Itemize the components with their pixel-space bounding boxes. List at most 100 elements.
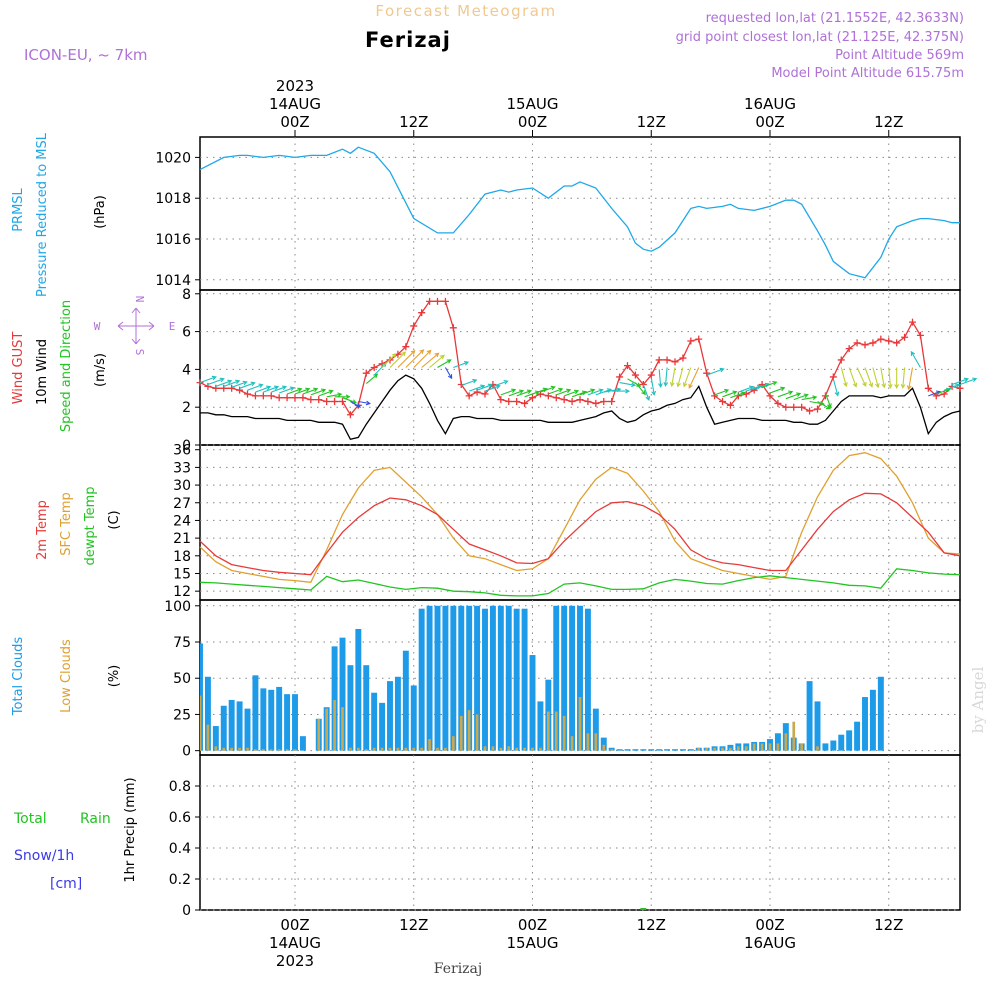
low-cloud-bar (515, 747, 519, 751)
model-altitude: Model Point Altitude 615.75m (771, 66, 964, 81)
total-cloud-bar (268, 689, 275, 751)
low-cloud-bar (325, 708, 329, 751)
total-cloud-bar (584, 608, 591, 751)
total-cloud-bar (489, 605, 496, 751)
wind-arrow (500, 388, 517, 396)
y-tick-label: 27 (173, 496, 191, 512)
gust-marker (426, 297, 434, 305)
gust-marker (418, 309, 426, 317)
wind-arrow (769, 386, 786, 394)
y-tick-label: 12 (173, 584, 191, 600)
footer-location: Ferizaj (434, 961, 482, 977)
low-clouds-label: Low Clouds (59, 639, 74, 713)
top-time-label: 00Z (280, 113, 309, 131)
compass-east: E (169, 320, 176, 333)
low-cloud-bar (602, 744, 606, 751)
wind-series (196, 297, 978, 441)
wind-arrow (761, 380, 778, 388)
y-tick-label: 0.2 (169, 872, 191, 888)
y-tick-label: 6 (182, 325, 191, 341)
point-altitude: Point Altitude 569m (835, 48, 964, 63)
dewpt-label: dewpt Temp (83, 486, 98, 565)
bottom-time-label: 14AUG (269, 934, 321, 952)
wind-arrow (785, 392, 802, 400)
total-cloud-bar (299, 736, 306, 751)
low-cloud-bar (372, 747, 376, 751)
total-cloud-bar (284, 694, 291, 751)
y-tick-label: 30 (173, 478, 191, 494)
total-cloud-bar (616, 749, 623, 751)
total-cloud-bar (418, 608, 425, 751)
y-tick-label: 4 (182, 362, 191, 378)
gust-marker (647, 371, 655, 379)
grid-point-coords: grid point closest lon,lat (21.125E, 42.… (676, 30, 964, 45)
bottom-time-label: 2023 (276, 952, 314, 970)
total-cloud-bar (862, 697, 868, 751)
low-cloud-bar (364, 749, 368, 751)
gust-marker (592, 399, 600, 407)
low-cloud-bar (562, 715, 566, 751)
wind-arrow (944, 383, 961, 391)
gust-marker (901, 333, 909, 341)
bottom-time-label: 00Z (755, 916, 784, 934)
wind-arrow (793, 393, 809, 401)
low-cloud-bar (277, 749, 281, 751)
low-cloud-bar (594, 733, 598, 751)
wind-arrow (413, 349, 432, 368)
gust-marker (655, 356, 663, 364)
wind-arrow (255, 385, 272, 393)
wind-arrow (676, 367, 684, 388)
y-tick-label: 0.4 (169, 841, 191, 857)
gust-marker (782, 403, 790, 411)
wind-arrow (516, 389, 532, 397)
wind-arrow (461, 378, 478, 387)
low-cloud-bar (396, 747, 400, 751)
total-cloud-bar (276, 686, 283, 751)
wind-arrow (887, 367, 893, 389)
cloud-series (200, 605, 884, 751)
y-tick-label: 100 (164, 599, 191, 615)
wind-arrow (239, 381, 256, 389)
gust-marker (814, 405, 821, 413)
gust-marker (790, 403, 798, 411)
total-cloud-bar (687, 749, 694, 751)
wind-arrow (492, 379, 509, 387)
wind-arrow (263, 385, 280, 393)
low-cloud-bar (554, 711, 558, 751)
wind-arrow (817, 401, 832, 410)
requested-coords: requested lon,lat (21.1552E, 42.3633N) (706, 11, 964, 26)
prmsl-label: PRMSL (11, 187, 26, 231)
clouds-unit: (%) (107, 665, 122, 688)
gust-marker (774, 399, 782, 407)
gust-marker (877, 335, 885, 343)
low-cloud-bar (222, 747, 226, 751)
gust-marker (576, 396, 584, 404)
gust-marker (584, 398, 592, 406)
dewpoint-line (199, 568, 961, 597)
gust-marker (441, 297, 449, 305)
wind-arrow (587, 388, 604, 396)
gust-marker (893, 339, 901, 347)
low-cloud-bar (444, 747, 447, 751)
total-cloud-bar (387, 681, 393, 751)
bottom-time-label: 16AUG (744, 934, 796, 952)
gust-marker (719, 398, 726, 406)
t2m-label: 2m Temp (35, 500, 50, 560)
low-cloud-bar (546, 711, 550, 751)
total-cloud-bar (220, 705, 227, 751)
gust-marker (624, 362, 631, 370)
gust-marker (663, 356, 671, 364)
low-cloud-bar (404, 747, 408, 751)
gust-marker (346, 411, 354, 419)
low-cloud-bar (570, 736, 574, 751)
low-cloud-bar (341, 707, 344, 751)
total-cloud-bar (379, 702, 386, 751)
wind-arrow (910, 350, 921, 368)
wind-label: 10m Wind (35, 339, 50, 405)
precip-rain-label: Rain (80, 811, 111, 827)
low-cloud-bar (475, 714, 479, 751)
gust-marker (315, 396, 323, 404)
sfc-temp-line (199, 452, 961, 583)
gust-marker (228, 384, 236, 392)
